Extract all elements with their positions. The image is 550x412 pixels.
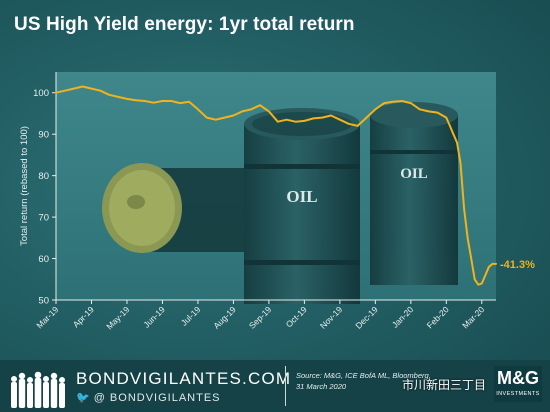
x-tick-label: Apr-19 — [71, 304, 96, 329]
center-barrel: OIL — [244, 108, 360, 304]
x-tick-label: May-19 — [104, 304, 131, 331]
x-tick-label: Sep-19 — [247, 304, 274, 331]
barrel-label-right: OIL — [400, 166, 428, 182]
return-annotation: -41.3% — [500, 259, 535, 271]
series-layer — [55, 85, 497, 286]
people-silhouette-icon — [11, 371, 65, 408]
site-brand[interactable]: BONDVIGILANTES.COM — [76, 369, 292, 388]
y-tick-label: 100 — [33, 88, 49, 99]
footer-divider — [285, 366, 286, 406]
x-tick-label: Jan-20 — [390, 304, 416, 330]
y-tick-label: 90 — [38, 130, 49, 141]
twitter-handle-text: @ BONDVIGILANTES — [93, 392, 221, 404]
x-tick-label: Aug-19 — [211, 304, 238, 331]
footer-bar: BONDVIGILANTES.COM 🐦 @ BONDVIGILANTES Sou… — [0, 360, 550, 412]
x-tick-label: Mar-19 — [34, 304, 60, 330]
logo-subtext: INVESTMENTS — [496, 391, 540, 397]
chart-area: OIL OIL 50 60 70 80 90 100 Mar-19 Apr-19 May-19 J… — [0, 60, 550, 360]
twitter-handle[interactable]: 🐦 @ BONDVIGILANTES — [76, 391, 221, 404]
logo-text: M&G — [497, 368, 539, 388]
watermark-text: 市川新田三丁目 — [402, 378, 487, 392]
barrel-label-center: OIL — [286, 187, 317, 206]
x-tick-label: Feb-20 — [425, 304, 451, 330]
x-tick-label: Oct-19 — [284, 304, 309, 329]
y-tick-label: 70 — [38, 213, 49, 224]
series-line — [55, 85, 497, 286]
twitter-bird-icon: 🐦 — [76, 392, 91, 404]
y-tick-label: 80 — [38, 171, 49, 182]
line-chart: OIL OIL 50 60 70 80 90 100 Mar-19 Apr-19 May-19 J… — [19, 72, 535, 331]
mg-investments-logo: M&G INVESTMENTS — [494, 366, 542, 402]
x-tick-label: Jun-19 — [141, 304, 167, 330]
y-tick-label: 50 — [38, 296, 49, 307]
x-tick-label: Mar-20 — [460, 304, 486, 330]
y-axis-label: Total return (rebased to 100) — [19, 126, 30, 246]
y-tick-label: 60 — [38, 254, 49, 265]
right-barrel: OIL — [370, 102, 458, 285]
chart-title: US High Yield energy: 1yr total return — [14, 14, 355, 35]
x-tick-label: Jul-19 — [179, 304, 203, 328]
source-note: Source: M&G, ICE BofA ML, Bloomberg, 31 … — [296, 371, 431, 391]
x-tick-label: Dec-19 — [353, 304, 380, 331]
x-tick-label: Nov-19 — [318, 304, 345, 331]
